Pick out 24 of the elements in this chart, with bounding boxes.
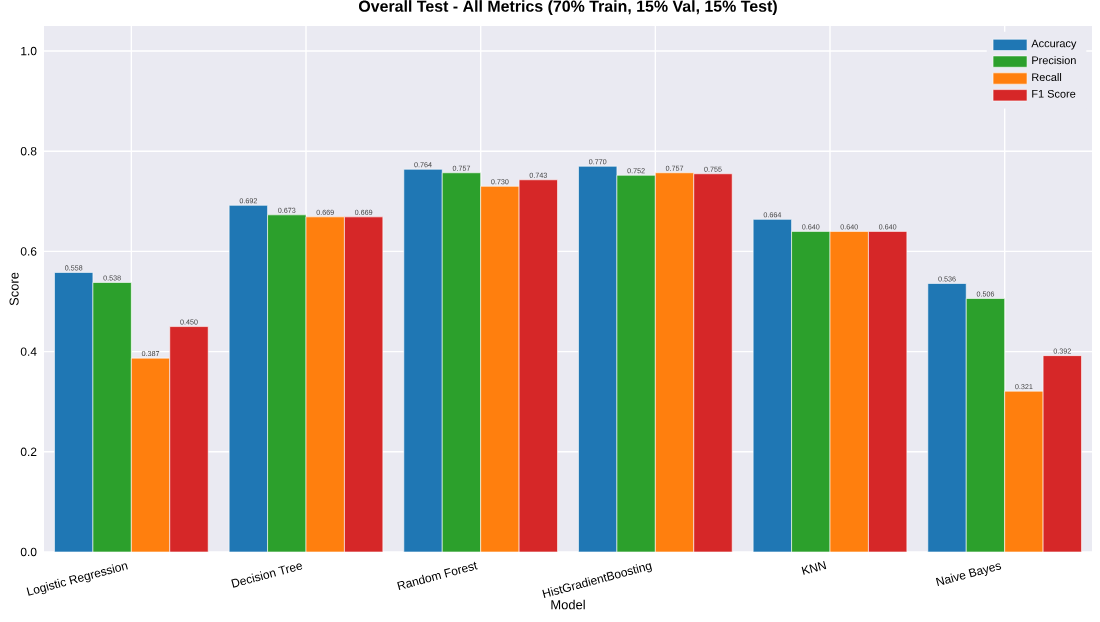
bar [306, 216, 345, 552]
bar [131, 358, 170, 552]
bar [442, 172, 481, 552]
bar [519, 179, 558, 552]
bar [753, 219, 792, 552]
bar [344, 216, 383, 552]
bar [965, 298, 1005, 552]
bar [693, 173, 733, 552]
bar [1004, 390, 1044, 552]
bar [267, 214, 306, 552]
bar [791, 231, 831, 552]
bar [578, 166, 617, 552]
bar [868, 231, 907, 552]
bar [616, 175, 656, 552]
bar [655, 172, 694, 552]
bar [830, 231, 869, 552]
bar [1042, 355, 1082, 552]
bar [54, 272, 93, 552]
bar [229, 205, 268, 552]
bar [169, 326, 209, 552]
bar [92, 282, 132, 552]
bar [927, 283, 967, 552]
bar [480, 186, 520, 552]
bar [403, 169, 443, 552]
